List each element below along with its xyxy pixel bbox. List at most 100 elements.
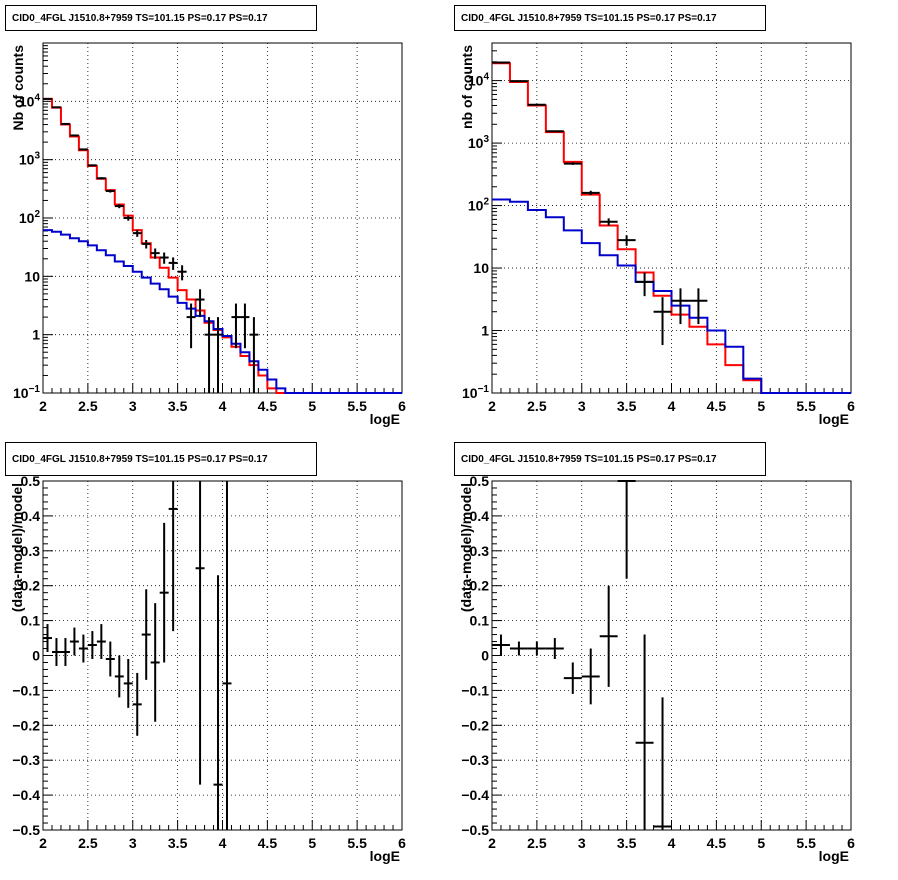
data-point: [618, 235, 636, 245]
y-tick-label: 10−1: [462, 384, 489, 401]
y-tick-label: 0: [32, 648, 40, 664]
data-point: [205, 317, 214, 393]
data-point: [564, 162, 582, 165]
y-tick-base: 10: [462, 385, 478, 401]
data-point: [178, 265, 187, 280]
data-point: [142, 589, 151, 680]
chart-title: CID0_4FGL J1510.8+7959 TS=101.15 PS=0.17…: [454, 5, 766, 31]
data-point: [528, 104, 546, 105]
gridlines: [43, 43, 402, 393]
data-point: [636, 273, 654, 297]
x-tick-label: 2: [39, 398, 47, 414]
data-point: [52, 107, 61, 108]
data-point: [70, 628, 79, 656]
y-tick-label: 10: [473, 260, 489, 276]
x-axis-label: logE: [819, 411, 849, 427]
data-point: [97, 177, 106, 179]
x-tick-label: 4: [668, 398, 676, 414]
data-point: [97, 624, 106, 659]
data-point: [249, 317, 258, 393]
x-tick-label: 5: [757, 398, 765, 414]
chart-title: CID0_4FGL J1510.8+7959 TS=101.15 PS=0.17…: [454, 442, 766, 476]
y-tick-label: −0.1: [461, 682, 489, 698]
y-tick-label: −0.1: [12, 682, 40, 698]
data-point: [654, 697, 672, 830]
data-point: [160, 253, 169, 264]
y-tick-label: 102: [468, 197, 490, 214]
y-tick-label: 0.1: [21, 613, 41, 629]
data-point: [70, 135, 79, 136]
data-point: [106, 190, 115, 193]
x-tick-label: 2: [39, 835, 47, 851]
data-point: [52, 638, 61, 666]
data-point: [187, 304, 196, 349]
gridlines: [43, 481, 402, 830]
y-tick-label: 103: [19, 151, 41, 168]
y-tick-exponent: 2: [483, 197, 489, 208]
x-tick-label: 3.5: [168, 398, 188, 414]
data-point: [510, 642, 528, 656]
y-tick-exponent: 3: [34, 151, 40, 162]
x-tick-label: 2.5: [527, 398, 547, 414]
x-tick-label: 3: [129, 835, 137, 851]
data-point: [618, 481, 636, 579]
data-point: [196, 289, 205, 317]
gridlines: [492, 481, 851, 830]
y-tick-label: −0.2: [461, 717, 489, 733]
data-point: [88, 164, 97, 166]
y-tick-exponent: 4: [34, 92, 40, 103]
data-point: [79, 635, 88, 663]
y-tick-label: 0.1: [470, 613, 490, 629]
data-point: [61, 124, 70, 125]
x-axis-label: logE: [370, 411, 400, 427]
data-point: [151, 603, 160, 722]
x-tick-label: 3: [129, 398, 137, 414]
data-point: [564, 662, 582, 693]
y-tick-label: 1: [481, 323, 489, 339]
x-tick-label: 5: [308, 835, 316, 851]
data-point: [43, 624, 52, 652]
data-point: [79, 149, 88, 150]
data-point: [196, 481, 205, 785]
y-tick-label: −0.3: [461, 752, 489, 768]
data-point: [582, 649, 600, 705]
data-point: [492, 635, 510, 656]
y-tick-label: 0: [481, 648, 489, 664]
chart-title: CID0_4FGL J1510.8+7959 TS=101.15 PS=0.17…: [5, 442, 317, 476]
x-tick-label: 3: [578, 398, 586, 414]
data-point: [528, 642, 546, 656]
y-axis-label: Nb of counts: [10, 45, 26, 131]
y-tick-exponent: −1: [478, 384, 490, 395]
data-point: [115, 656, 124, 698]
data-point: [231, 304, 240, 349]
x-tick-label: 3.5: [168, 835, 188, 851]
data-point: [169, 481, 178, 631]
y-tick-label: 10−1: [13, 384, 40, 401]
x-tick-label: 4.5: [707, 398, 727, 414]
data-point: [61, 638, 70, 666]
x-tick-label: 5.5: [347, 835, 367, 851]
x-tick-label: 2: [488, 398, 496, 414]
y-tick-label: −0.3: [12, 752, 40, 768]
y-tick-exponent: −1: [29, 384, 41, 395]
y-axis-label: nb of counts: [459, 45, 475, 129]
x-tick-label: 4: [219, 835, 227, 851]
y-tick-label: −0.5: [12, 822, 40, 838]
y-tick-base: 10: [19, 152, 35, 168]
data-point: [133, 673, 142, 736]
data-point: [636, 635, 654, 830]
y-tick-label: 103: [468, 134, 490, 151]
y-tick-label: 1: [32, 327, 40, 343]
x-tick-label: 4.5: [258, 398, 278, 414]
y-tick-base: 10: [468, 135, 484, 151]
y-axis-label: (data-model)/model: [9, 483, 25, 612]
y-tick-base: 10: [19, 210, 35, 226]
y-tick-label: −0.4: [461, 787, 489, 803]
